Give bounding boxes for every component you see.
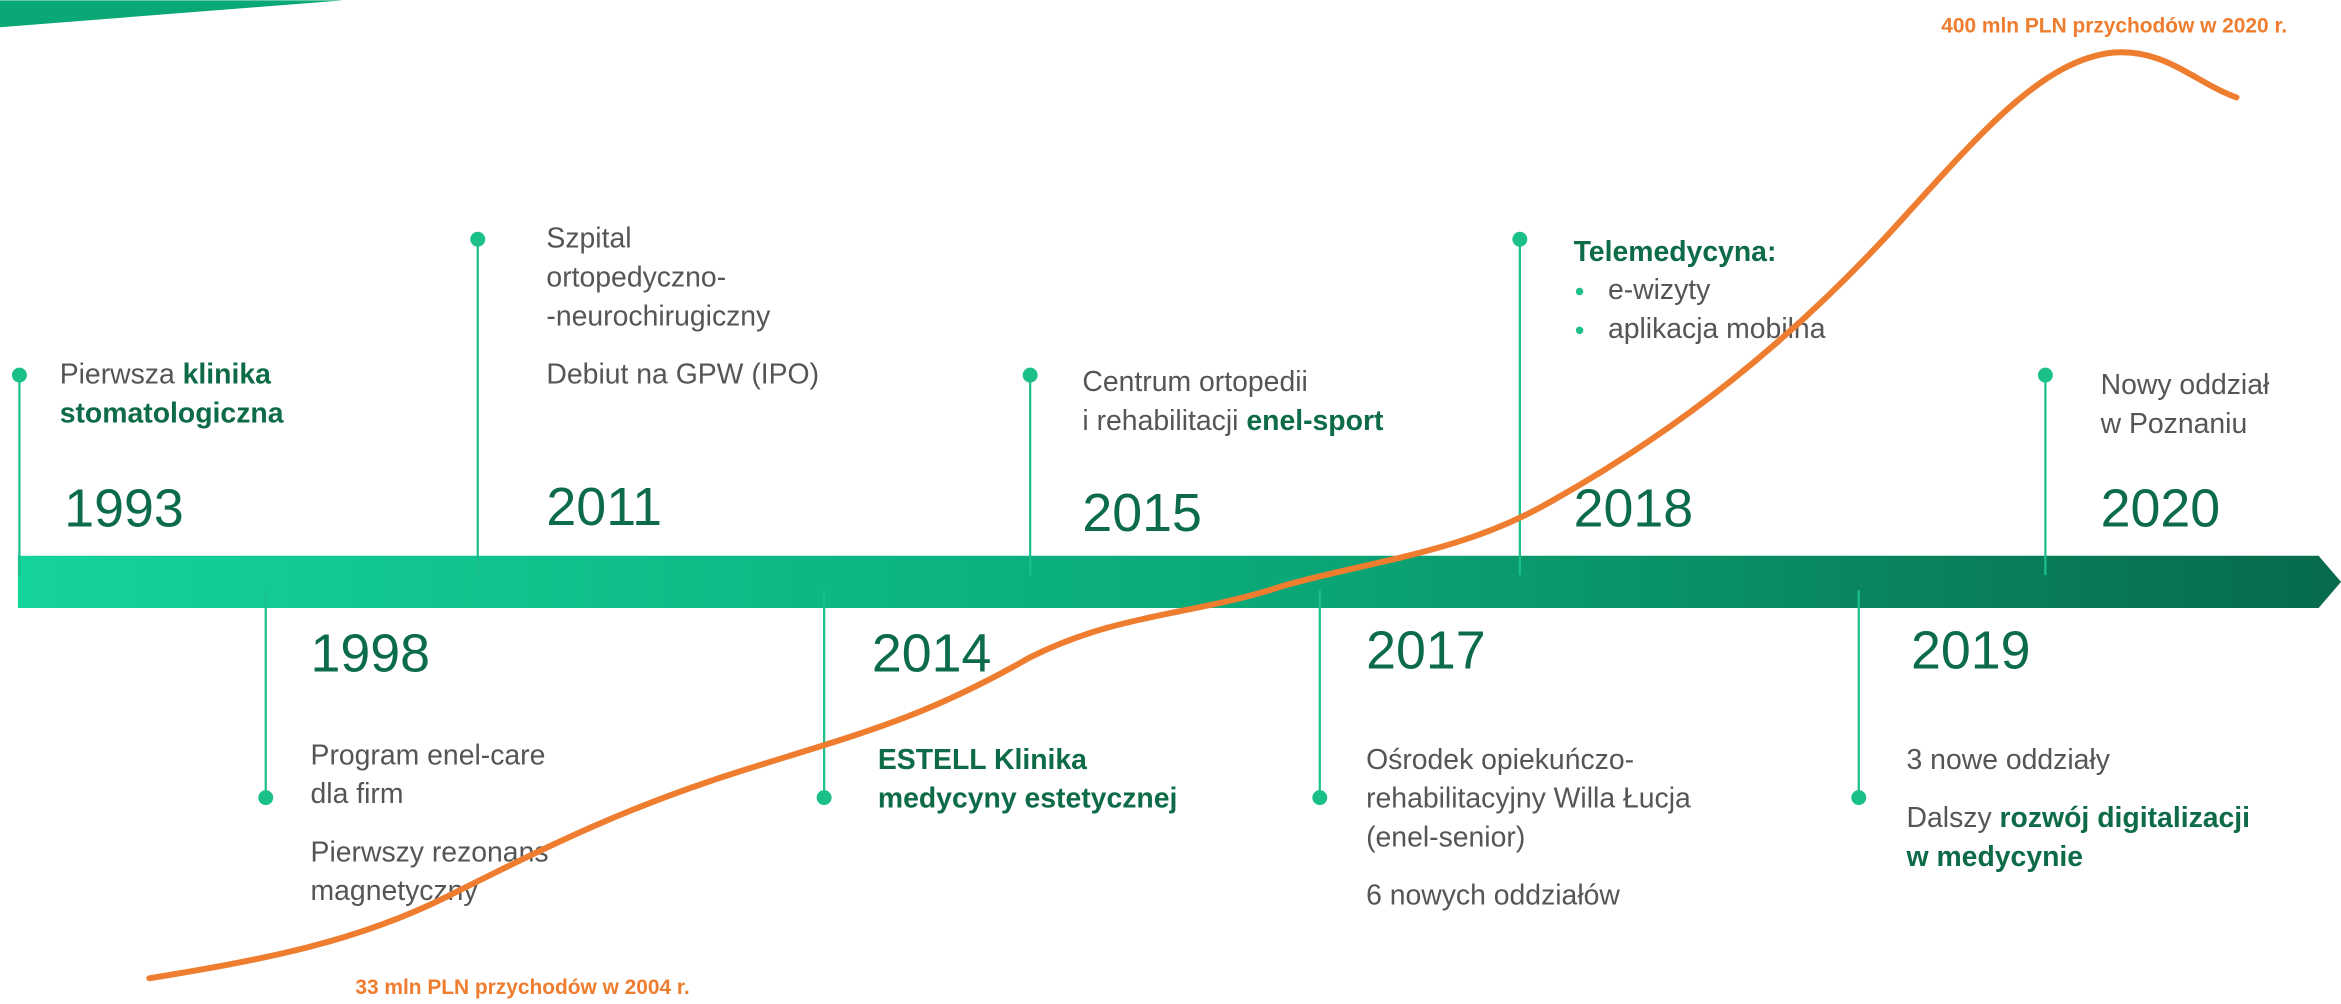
text-run: Telemedycyna: <box>1574 237 1777 269</box>
dot <box>1022 367 1038 383</box>
year: 2014 <box>872 623 992 683</box>
text-run: -neurochirugiczny <box>546 301 771 333</box>
revenue-note: 33 mln PLN przychodów w 2004 r. <box>355 976 689 999</box>
event-text: 6 nowych oddziałów <box>1366 880 1620 912</box>
event-text: Centrum ortopedii <box>1082 367 1307 399</box>
event-text: i rehabilitacji enel-sport <box>1082 405 1384 437</box>
timeline-bar <box>17 555 2341 609</box>
text-run: Ośrodek opiekuńczo- <box>1366 744 1634 776</box>
year: 2019 <box>1911 620 2031 680</box>
text-run: rehabilitacyjny Willa Łucja <box>1366 783 1691 815</box>
text-run: Pierwsza <box>60 359 183 391</box>
text-run: Szpital <box>546 223 631 255</box>
dot <box>11 367 27 383</box>
dot <box>816 790 832 806</box>
dot <box>1512 231 1528 247</box>
year: 1998 <box>311 623 431 683</box>
year: 2017 <box>1366 620 1486 680</box>
year: 2011 <box>546 477 662 537</box>
text-run: Dalszy <box>1907 802 2000 834</box>
text-run: rozwój digitalizacji <box>2000 802 2251 834</box>
text-run: i rehabilitacji <box>1082 405 1246 437</box>
event-text: stomatologiczna <box>60 398 284 430</box>
revenue-note: 400 mln PLN przychodów w 2020 r. <box>1941 15 2287 38</box>
event-text: rehabilitacyjny Willa Łucja <box>1366 783 1691 815</box>
text-run: dla firm <box>311 779 404 811</box>
text-run: w medycynie <box>1906 841 2084 873</box>
text-run: Program enel-care <box>311 740 546 772</box>
text-run: Debiut na GPW (IPO) <box>546 359 819 391</box>
event-text: w Poznaniu <box>2100 408 2248 440</box>
dot <box>258 790 274 806</box>
event-text: Program enel-care <box>311 740 546 772</box>
event-text: 3 nowe oddziały <box>1907 744 2111 776</box>
event-text: (enel-senior) <box>1366 822 1525 854</box>
dot <box>1312 790 1328 806</box>
year: 2015 <box>1082 483 1202 543</box>
event-text: -neurochirugiczny <box>546 301 771 333</box>
text-run: 3 nowe oddziały <box>1907 744 2111 776</box>
dot <box>1851 790 1867 806</box>
text-run: (enel-senior) <box>1366 822 1525 854</box>
event-text: Ośrodek opiekuńczo- <box>1366 744 1634 776</box>
event-text: ortopedyczno- <box>546 262 726 294</box>
text-run: Nowy oddział <box>2101 370 2270 402</box>
event-text: Debiut na GPW (IPO) <box>546 359 819 391</box>
year: 2020 <box>2101 479 2221 539</box>
text-run: 6 nowych oddziałów <box>1366 880 1620 912</box>
dot <box>470 231 486 247</box>
event-text: Telemedycyna: <box>1574 237 1777 269</box>
event-text: Nowy oddział <box>2101 370 2270 402</box>
bullet-text: e-wizyty <box>1608 274 1711 306</box>
events: 1993 Pierwsza klinika stomatologiczna 1998 P… <box>11 223 2270 912</box>
event-text: Pierwsza klinika <box>60 359 271 391</box>
bullet <box>1575 287 1584 296</box>
text-run: klinika <box>183 359 272 391</box>
text-run: medycyny estetycznej <box>878 783 1178 815</box>
text-run: w Poznaniu <box>2100 408 2248 440</box>
event-text: medycyny estetycznej <box>878 783 1178 815</box>
event-text: w medycynie <box>1906 841 2084 873</box>
event-text: dla firm <box>311 779 404 811</box>
event-text: ESTELL Klinika <box>878 744 1087 776</box>
text-run: ESTELL Klinika <box>878 744 1087 776</box>
year: 1993 <box>64 479 184 539</box>
text-run: Centrum ortopedii <box>1082 367 1307 399</box>
dot <box>2037 367 2053 383</box>
text-run: ortopedyczno- <box>546 262 726 294</box>
corner-wedge <box>0 0 344 28</box>
text-run: stomatologiczna <box>60 398 284 430</box>
revenue-curve <box>146 49 2240 982</box>
year: 2018 <box>1574 479 1694 539</box>
bullet <box>1575 326 1584 335</box>
text-run: enel-sport <box>1246 405 1384 437</box>
event-text: Szpital <box>546 223 631 255</box>
event-text: Dalszy rozwój digitalizacji <box>1907 802 2251 834</box>
